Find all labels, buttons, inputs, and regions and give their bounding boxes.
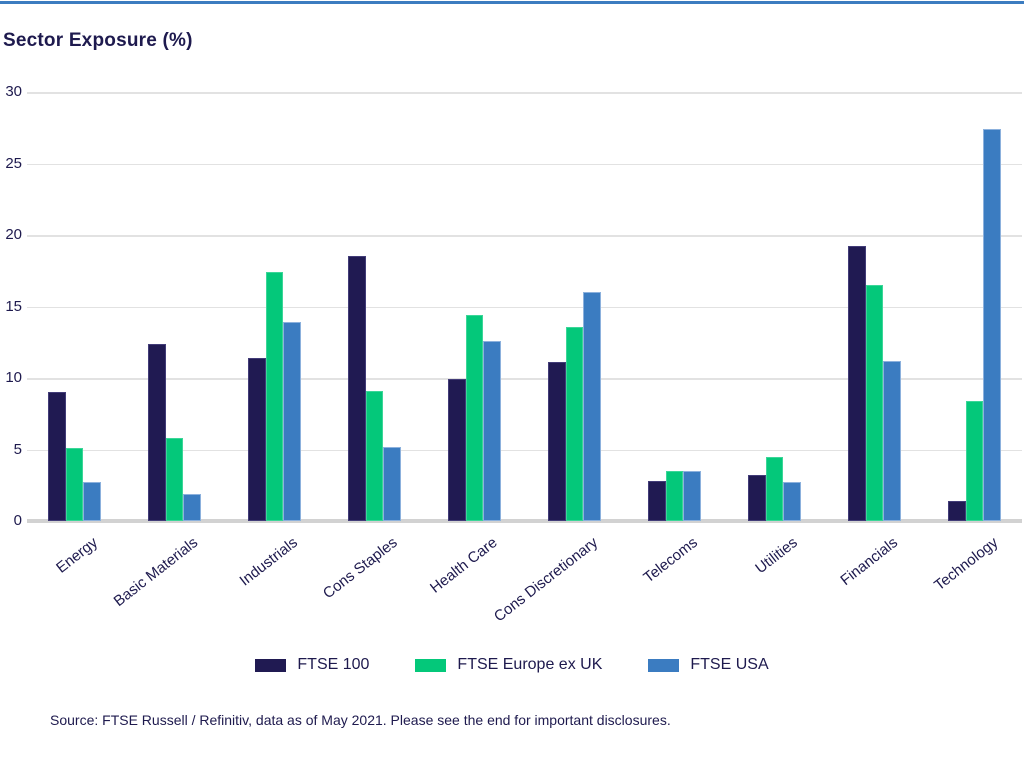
bar-ftse-100 [648, 480, 666, 521]
legend-label: FTSE USA [690, 656, 769, 673]
legend-swatch [648, 658, 680, 672]
bar-ftse-100 [248, 357, 266, 521]
bar-ftse-100 [848, 246, 866, 521]
bar-ftse-europe-ex-uk [765, 456, 784, 521]
bar-ftse-europe-ex-uk [165, 438, 184, 521]
bar-ftse-europe-ex-uk [965, 400, 984, 521]
bar-ftse-usa [783, 482, 801, 521]
bar-ftse-usa [483, 340, 501, 521]
y-tick-label: 20 [5, 226, 22, 243]
chart-plot-area [27, 92, 1022, 523]
y-tick-label: 15 [5, 297, 22, 315]
legend-swatch [255, 658, 287, 672]
gridline [27, 378, 1022, 380]
bar-ftse-100 [748, 475, 766, 521]
x-category-label: Cons Staples [320, 534, 401, 603]
bar-ftse-100 [348, 256, 366, 521]
y-tick-label: 25 [5, 154, 22, 172]
legend-item: FTSE USA [648, 656, 769, 674]
chart-title: Sector Exposure (%) [3, 30, 193, 51]
gridline [27, 235, 1022, 237]
x-category-label: Energy [52, 534, 101, 577]
bar-ftse-usa [683, 470, 701, 521]
bar-ftse-europe-ex-uk [665, 470, 684, 521]
bar-ftse-europe-ex-uk [565, 326, 584, 521]
bar-ftse-usa [183, 493, 201, 521]
bar-ftse-europe-ex-uk [65, 448, 84, 521]
gridline [27, 449, 1022, 451]
y-tick-label: 30 [5, 83, 22, 100]
legend-label: FTSE Europe ex UK [457, 656, 603, 673]
bar-ftse-100 [548, 362, 566, 521]
bar-ftse-europe-ex-uk [865, 285, 884, 521]
bar-ftse-100 [948, 500, 966, 521]
x-category-label: Technology [930, 534, 1001, 595]
top-accent-line [0, 1, 1024, 4]
x-category-label: Basic Materials [110, 534, 201, 611]
sector-exposure-bar-chart: 0 5 10 15 20 25 30 Energy Basic Materials Indust… [5, 83, 1022, 649]
legend-item: FTSE Europe ex UK [415, 656, 602, 674]
bar-ftse-usa [283, 322, 301, 521]
bar-ftse-europe-ex-uk [365, 390, 384, 521]
source-note: Source: FTSE Russell / Refinitiv, data a… [50, 712, 671, 728]
legend-label: FTSE 100 [297, 656, 370, 673]
x-axis-line [27, 519, 1022, 523]
y-tick-label: 10 [5, 369, 22, 386]
y-tick-label: 5 [13, 440, 22, 458]
gridline [27, 306, 1022, 308]
bar-ftse-usa [583, 292, 601, 521]
bar-ftse-europe-ex-uk [465, 315, 484, 521]
bar-ftse-usa [983, 129, 1001, 521]
bar-ftse-100 [448, 379, 466, 521]
gridline [27, 163, 1022, 165]
bar-ftse-100 [148, 343, 166, 521]
bar-ftse-usa [83, 482, 101, 521]
x-category-label: Industrials [236, 534, 301, 590]
legend: FTSE 100 FTSE Europe ex UK FTSE USA [0, 656, 1024, 674]
gridline [27, 92, 1022, 94]
bar-ftse-usa [883, 360, 901, 521]
x-category-label: Telecoms [640, 534, 701, 587]
x-category-label: Financials [837, 534, 901, 589]
bar-ftse-europe-ex-uk [265, 272, 284, 521]
x-category-label: Utilities [752, 534, 801, 578]
legend-item: FTSE 100 [255, 656, 369, 674]
bar-ftse-100 [48, 392, 66, 521]
legend-swatch [415, 658, 447, 672]
bar-ftse-usa [383, 446, 401, 521]
y-tick-label: 0 [13, 512, 22, 529]
x-category-label: Health Care [427, 534, 501, 597]
x-category-label: Cons Discretionary [490, 534, 601, 626]
x-axis-labels: Energy Basic Materials Industrials Cons Sta… [27, 534, 1022, 649]
